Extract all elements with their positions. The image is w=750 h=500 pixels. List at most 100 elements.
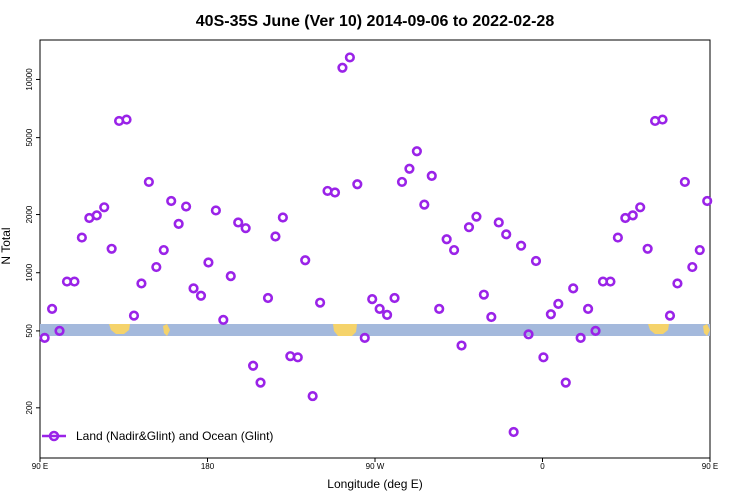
data-point [46, 303, 58, 314]
data-point [180, 201, 192, 212]
data-point [76, 232, 87, 243]
data-point [471, 211, 482, 222]
y-tick-label: 200 [25, 401, 34, 415]
data-point [359, 332, 370, 344]
x-tick-label: 90 E [32, 462, 48, 471]
data-point [478, 289, 489, 300]
data-point [329, 187, 341, 198]
chart-title: 40S-35S June (Ver 10) 2014-09-06 to 2022… [196, 13, 555, 30]
data-point [419, 199, 430, 210]
data-point [672, 278, 683, 289]
data-point [605, 276, 616, 287]
y-tick-label: 500 [25, 324, 34, 338]
ocean-band [40, 324, 710, 336]
data-point [91, 210, 102, 221]
data-point [292, 352, 303, 363]
data-point [448, 244, 460, 256]
data-point [515, 240, 527, 251]
legend-marker [48, 430, 60, 442]
data-point [694, 244, 705, 256]
data-point [277, 212, 288, 223]
data-point [568, 283, 579, 294]
data-point [99, 202, 110, 213]
data-point [411, 146, 422, 157]
data-point [344, 52, 355, 63]
data-point [121, 114, 132, 125]
data-point [396, 176, 408, 188]
data-point [575, 332, 586, 344]
data-point [389, 292, 400, 304]
data-point [456, 340, 467, 351]
land-new-zealand-repeat [703, 324, 710, 336]
data-point [188, 283, 199, 294]
legend-label: Land (Nadir&Glint) and Ocean (Glint) [76, 429, 273, 443]
data-point [508, 426, 519, 438]
y-tick-label: 10000 [25, 68, 34, 91]
y-tick-label: 1000 [25, 263, 34, 281]
y-axis-label: N Total [0, 227, 13, 264]
land-australia [109, 324, 130, 334]
data-point [635, 202, 646, 213]
data-point [218, 314, 229, 326]
data-point [463, 222, 475, 233]
data-point [173, 218, 184, 229]
data-point [702, 195, 713, 207]
data-point [262, 292, 274, 304]
land-new-zealand [163, 324, 170, 336]
x-axis: 90 E 180 90 W 0 90 E [32, 458, 718, 471]
data-point [195, 290, 207, 301]
data-point [128, 310, 140, 321]
x-tick-label: 0 [540, 462, 545, 471]
data-point [486, 311, 497, 323]
map-strip [40, 324, 710, 336]
data-point [143, 176, 154, 188]
data-point [69, 276, 80, 287]
data-point [151, 261, 162, 273]
data-point [612, 232, 623, 243]
data-point [545, 309, 556, 320]
data-point [590, 325, 601, 337]
x-tick-label: 90 W [366, 462, 385, 471]
data-points [39, 52, 713, 438]
data-point [136, 278, 147, 289]
data-point [352, 179, 363, 190]
legend: Land (Nadir&Glint) and Ocean (Glint) [42, 429, 273, 443]
data-point [553, 298, 564, 309]
data-point [270, 231, 281, 242]
data-point [314, 297, 326, 308]
data-point [404, 163, 415, 174]
data-point [247, 360, 259, 371]
data-point [54, 325, 65, 337]
y-axis: 200 500 1000 2000 5000 10000 [25, 68, 40, 415]
data-point [426, 170, 437, 181]
data-point [501, 229, 512, 240]
data-point [337, 62, 348, 73]
data-point [367, 294, 378, 305]
x-tick-label: 90 E [702, 462, 718, 471]
data-point [203, 257, 214, 268]
land-south-america [333, 324, 357, 336]
data-point [582, 303, 594, 314]
data-point [307, 390, 318, 402]
data-point [687, 261, 698, 273]
y-tick-label: 5000 [25, 128, 34, 146]
data-point [106, 243, 117, 254]
data-point [210, 205, 221, 216]
data-point [679, 176, 690, 188]
data-point [530, 255, 542, 267]
x-axis-label: Longitude (deg E) [327, 477, 422, 491]
data-point [240, 223, 251, 234]
data-point [664, 310, 676, 321]
data-point [560, 377, 571, 388]
data-point [657, 114, 668, 125]
data-point [158, 244, 169, 256]
x-tick-label: 180 [201, 462, 215, 471]
data-point [627, 210, 638, 221]
data-point [255, 377, 266, 388]
data-point [441, 234, 452, 245]
data-point [374, 303, 385, 314]
plot-frame [39, 39, 711, 459]
data-point [381, 309, 393, 321]
data-point [39, 332, 50, 344]
